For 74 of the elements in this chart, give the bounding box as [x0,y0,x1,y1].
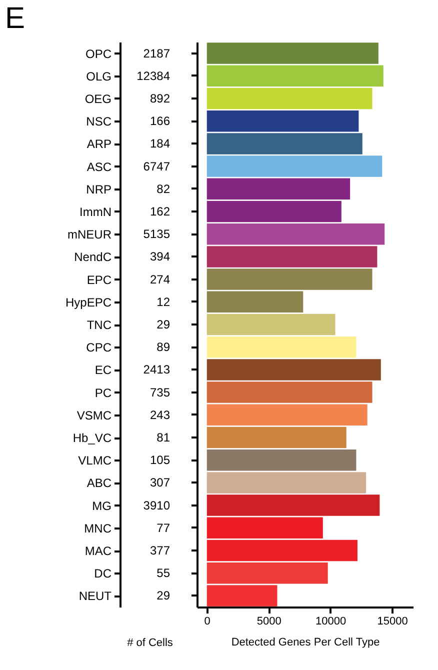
category-label: ARP [86,137,112,152]
category-label: NEUT [78,589,112,604]
bar [206,156,382,177]
data-label: 12384 [136,68,170,83]
category-label: CPC [86,340,112,355]
bar [206,314,336,336]
data-label: 29 [156,318,170,332]
data-label: 2413 [143,362,170,377]
data-label: 2187 [143,46,170,60]
category-label: EC [94,363,112,378]
data-label: 3910 [143,498,170,512]
bar [206,494,380,516]
bar [206,246,378,268]
text: E [4,2,25,35]
bar [206,359,381,380]
category-label: OPC [85,46,112,61]
data-label: 274 [150,272,170,286]
x-tick-label: 10000 [316,616,346,628]
data-label: 29 [156,588,170,603]
category-label: NendC [74,250,112,264]
category-label: MNC [84,521,112,536]
category-label: Hb_VC [72,431,112,445]
bar [206,404,368,426]
category-label: MAC [84,544,112,558]
bar [206,449,356,471]
data-label: 5135 [143,227,170,242]
category-label: HypEPC [65,295,112,310]
category-label: TNC [86,318,112,332]
text: # of Cells [127,637,174,649]
data-label: 105 [150,453,170,468]
bar [206,133,362,154]
data-label: 184 [150,136,170,151]
data-label: 166 [150,114,170,128]
category-label: VLMC [78,454,112,468]
category-label: ASC [86,160,112,174]
bar [206,88,372,110]
x-tick-label: 5000 [256,616,282,628]
bar [206,223,385,245]
bar [206,382,372,403]
data-label: 81 [156,430,170,444]
bar [206,336,356,358]
category-label: ImmN [80,205,112,219]
data-label: 162 [150,204,170,218]
category-label: OLG [86,69,112,84]
data-label: 307 [150,476,170,490]
data-label: 82 [156,182,170,196]
bar [206,426,346,448]
bar [206,65,384,87]
category-label: ABC [86,476,112,490]
bar [206,110,359,132]
data-label: 243 [150,408,170,422]
category-label: DC [94,566,112,581]
category-label: EPC [86,272,112,287]
bar [206,472,366,494]
category-label: NRP [86,182,112,196]
data-label: 394 [150,250,170,264]
category-label: NSC [86,114,112,129]
data-label: 735 [150,385,170,400]
category-label: mNEUR [68,228,112,242]
data-label: 892 [150,92,170,106]
category-label: MG [92,498,112,513]
x-tick-label: 15000 [377,616,408,628]
data-label: 6747 [143,159,170,174]
category-label: VSMC [76,408,112,422]
data-label: 377 [150,544,170,558]
bar [206,42,378,64]
data-label: 12 [156,294,170,309]
category-label: PC [94,386,112,400]
data-label: 77 [156,520,170,535]
data-label: 55 [156,566,170,580]
x-axis-title: Detected Genes Per Cell Type [231,636,380,648]
data-label: 89 [156,340,170,354]
category-label: OEG [84,92,112,106]
x-tick-label: 0 [204,616,210,628]
